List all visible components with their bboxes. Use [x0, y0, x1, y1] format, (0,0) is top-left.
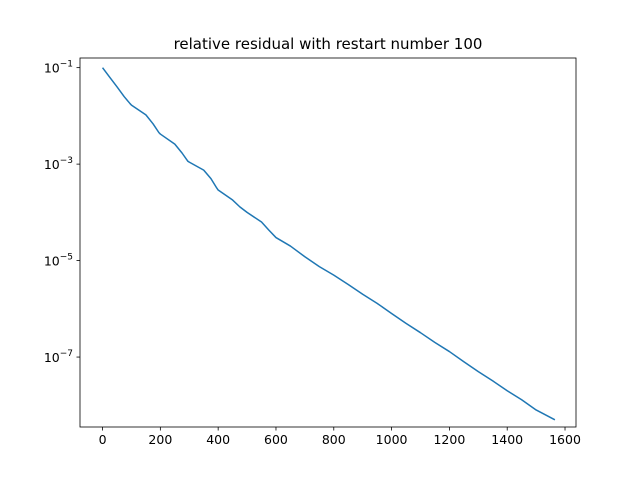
y-axis: 10−1 10−3 10−5 10−7: [44, 60, 80, 365]
y-tick-label: 10−5: [44, 253, 73, 269]
y-tick-label: 10−3: [44, 156, 73, 172]
x-tick-label: 600: [264, 432, 288, 447]
x-tick-label: 0: [99, 432, 107, 447]
chart-title: relative residual with restart number 10…: [174, 35, 483, 53]
series-line-0: [101, 67, 556, 421]
x-tick-label: 1000: [376, 432, 408, 447]
x-tick-label: 200: [148, 432, 172, 447]
x-tick-label: 1600: [549, 432, 581, 447]
x-tick-label: 800: [322, 432, 346, 447]
y-tick-label: 10−7: [44, 349, 73, 365]
x-tick-label: 400: [206, 432, 230, 447]
plot-frame: [79, 57, 577, 428]
y-tick-label: 10−1: [44, 60, 73, 76]
x-tick-label: 1200: [433, 432, 465, 447]
x-tick-label: 1400: [491, 432, 523, 447]
x-axis: 0 200 400 600 800 1000 1200 1400 1600: [99, 427, 581, 447]
